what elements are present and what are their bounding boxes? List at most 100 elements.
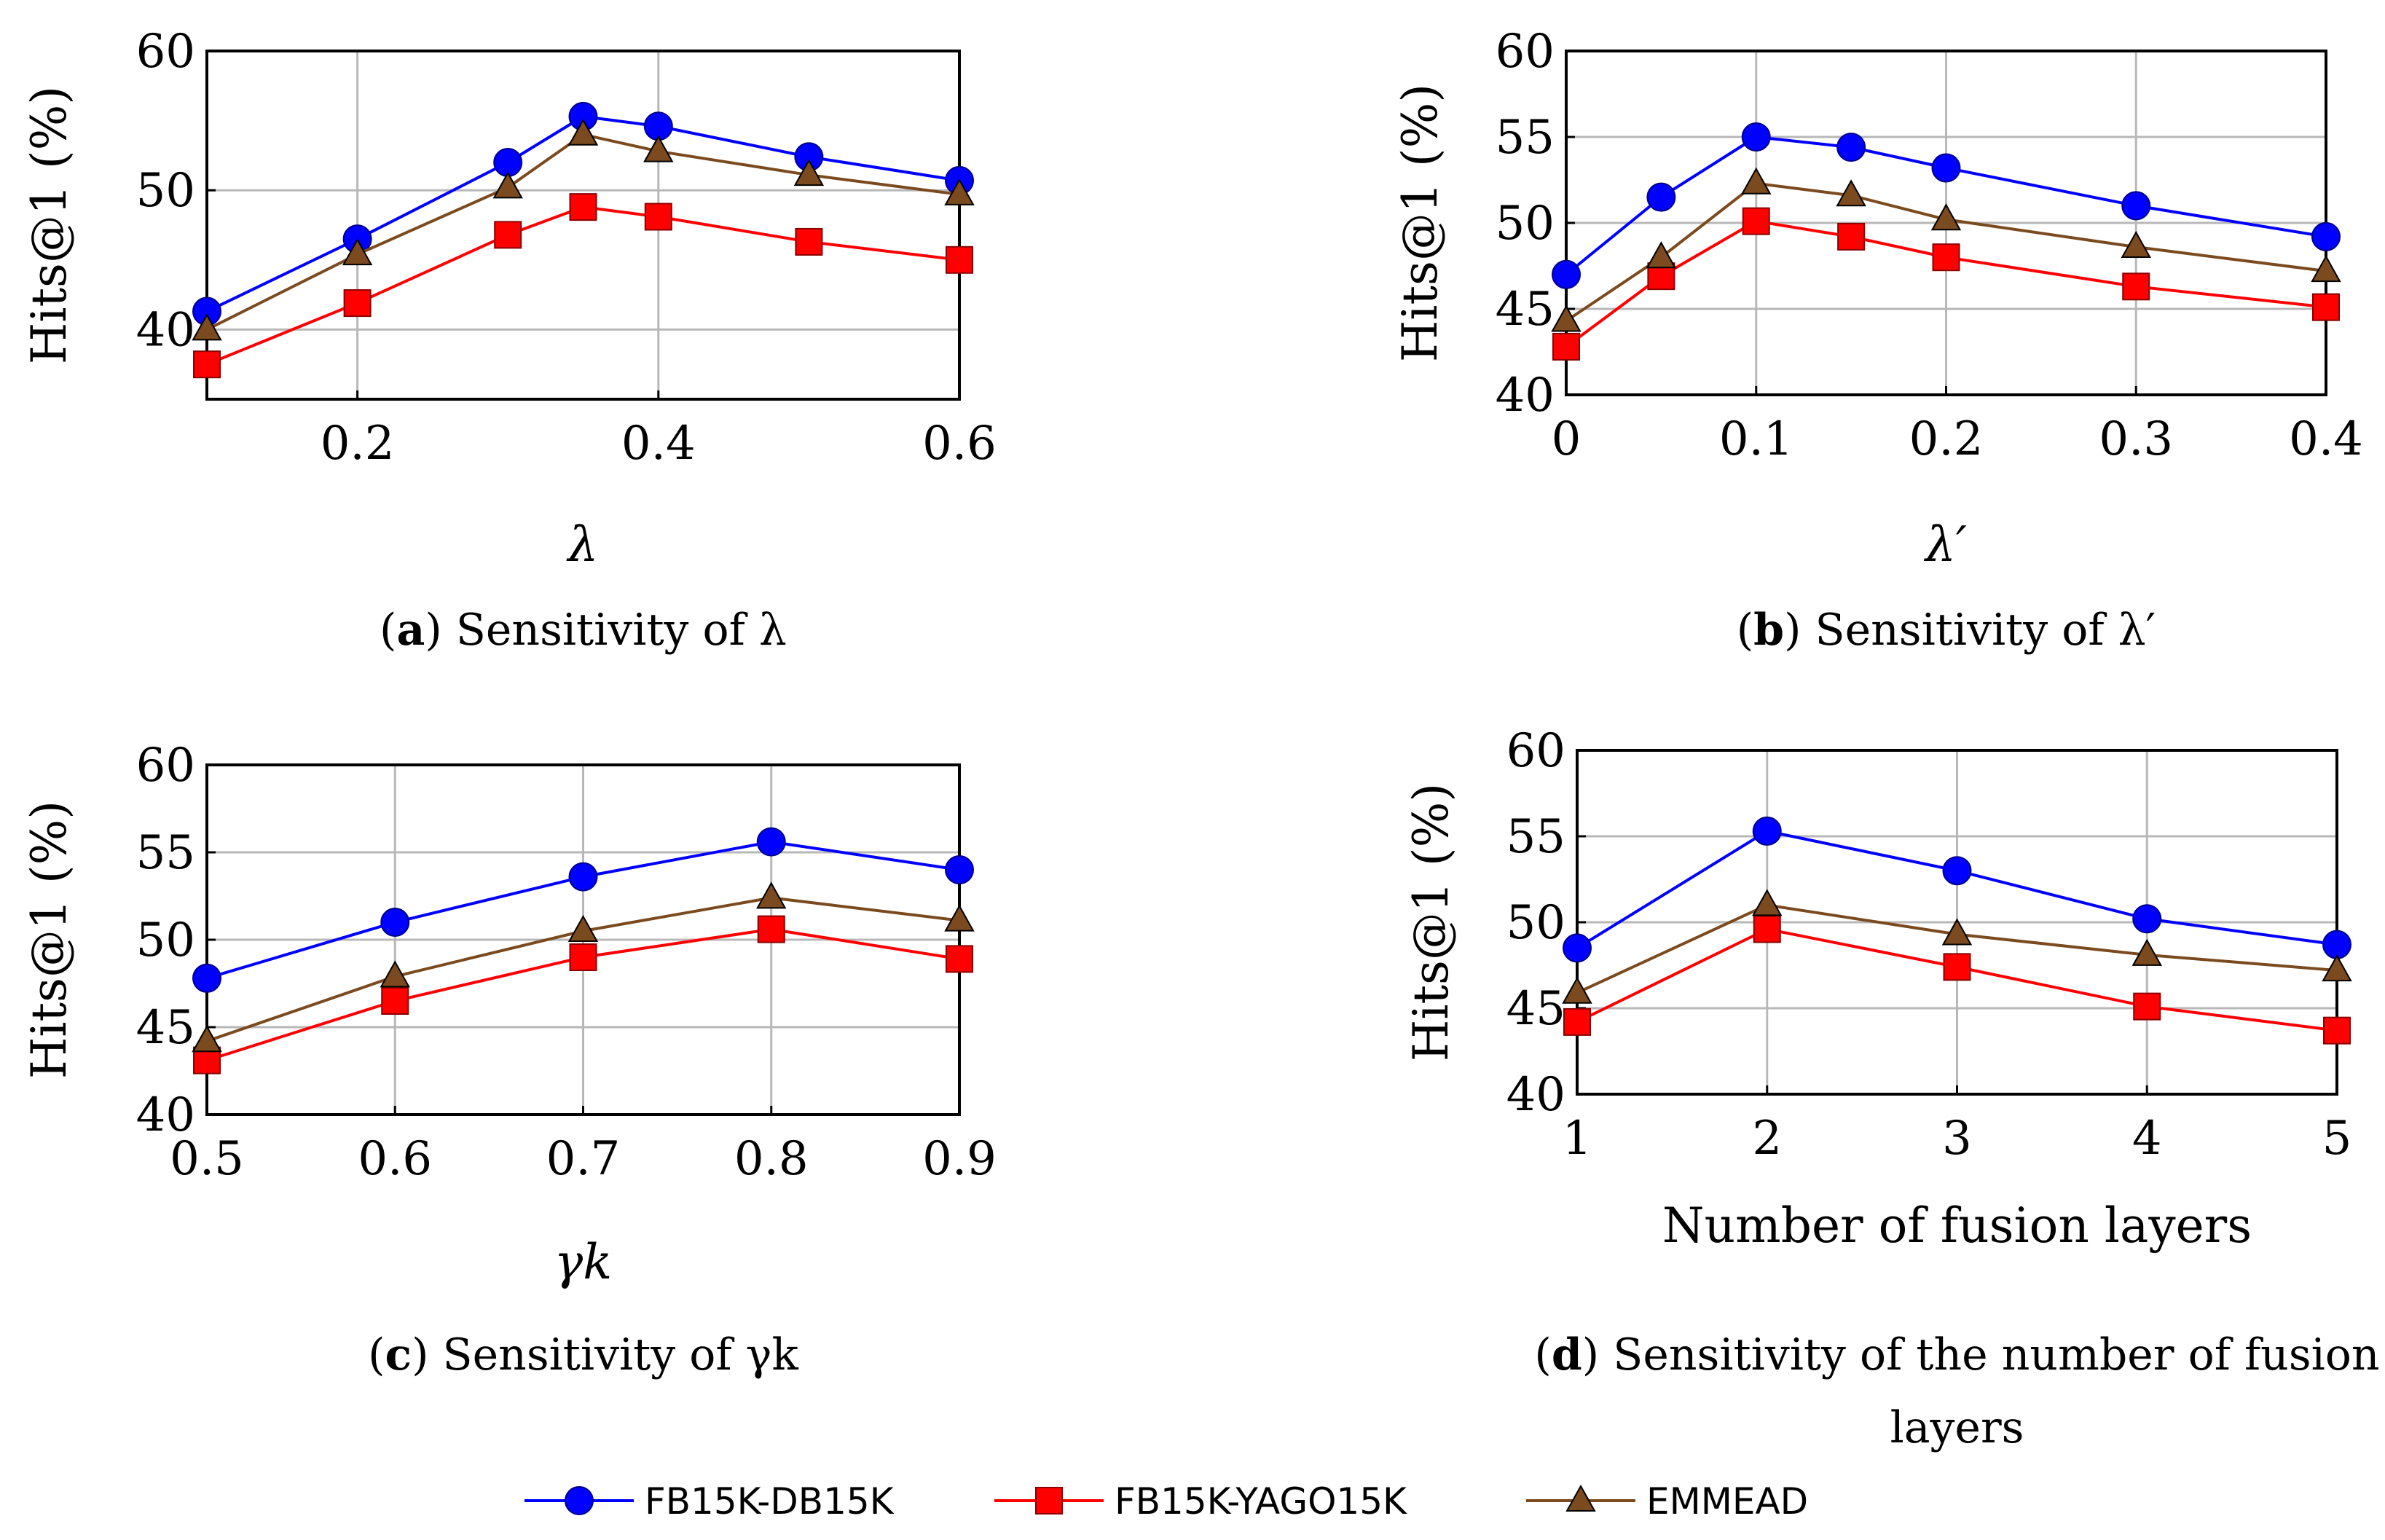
y-tick-label: 50 — [1506, 896, 1565, 950]
emmead-point — [1752, 889, 1783, 916]
chart-c: 0.5 0.6 0.7 0.8 0.9 40 45 50 55 60 Hits@1 (%) γk (c)… — [21, 739, 997, 1380]
emmead-point — [1646, 241, 1677, 269]
y-tick-label: 40 — [1506, 1068, 1565, 1122]
emmead-point — [1562, 976, 1592, 1004]
chart-a: 0.2 0.4 0.6 40 50 60 Hits@1 (%) λ (a) Sensitivit… — [21, 25, 997, 656]
x-axis-label: γk — [554, 1234, 612, 1290]
emmead-point — [1930, 203, 1962, 231]
fb15k-db15k-point — [756, 827, 786, 857]
x-tick-label: 1 — [1563, 1112, 1592, 1166]
x-tick-label: 0.4 — [621, 417, 696, 471]
legend-fb15k-yago15k-point — [1035, 1487, 1063, 1515]
x-tick-label: 0.4 — [2289, 412, 2363, 466]
x-tick-label: 3 — [1942, 1112, 1972, 1166]
fb15k-db15k-point — [945, 855, 974, 884]
fb15k-yago15k-point — [2122, 272, 2150, 301]
emmead-point — [192, 313, 222, 341]
y-tick-label: 45 — [1496, 283, 1555, 337]
fb15k-db15k-point — [192, 963, 221, 993]
emmead-point — [1941, 918, 1973, 946]
plot-frame — [205, 50, 961, 401]
fb15k-yago15k-point — [757, 915, 785, 943]
emmead-point — [793, 159, 825, 186]
y-tick-label: 60 — [1506, 724, 1565, 778]
fb15k-yago15k-point — [193, 350, 221, 379]
legend: FB15K-DB15K FB15K-YAGO15K EMMEAD — [524, 1480, 1808, 1523]
emmead-point — [492, 171, 523, 199]
x-tick-label: 0.6 — [922, 417, 997, 471]
fb15k-yago15k-point — [1753, 915, 1781, 943]
fb15k-yago15k-point — [381, 987, 409, 1015]
fb15k-db15k-point — [1752, 816, 1782, 846]
fb15k-yago15k-point — [343, 289, 372, 318]
y-tick-label: 60 — [136, 739, 195, 793]
fb15k-yago15k-point — [569, 943, 597, 971]
fb15k-db15k-point — [380, 908, 410, 937]
y-tick-label: 60 — [136, 25, 195, 79]
y-tick-label: 40 — [1496, 369, 1555, 423]
x-tick-label: 0.9 — [922, 1132, 997, 1186]
fb15k-db15k-point — [2311, 221, 2341, 251]
series-line-fb15k-yago15k — [206, 205, 960, 366]
fb15k-yago15k-point — [1932, 243, 1960, 272]
emmead-point — [1836, 179, 1866, 207]
legend-item-emmead: EMMEAD — [1526, 1480, 1808, 1523]
fb15k-db15k-point — [2121, 191, 2151, 221]
y-axis-label: Hits@1 (%) — [1403, 783, 1459, 1061]
emmead-point — [2131, 938, 2162, 966]
emmead-point — [944, 178, 975, 205]
emmead-point — [1741, 167, 1772, 195]
fb15k-yago15k-point — [569, 193, 597, 221]
x-tick-label: 0 — [1552, 412, 1582, 466]
fb15k-db15k-point — [1741, 122, 1771, 152]
emmead-point — [2311, 255, 2341, 283]
y-tick-label: 40 — [136, 303, 195, 357]
fb15k-yago15k-point — [1837, 222, 1866, 251]
fb15k-db15k-point — [1836, 133, 1866, 162]
legend-label: FB15K-YAGO15K — [1115, 1480, 1407, 1523]
fb15k-db15k-point — [1646, 182, 1676, 212]
fb15k-yago15k-point — [1563, 1007, 1591, 1036]
x-tick-label: 0.3 — [2099, 412, 2173, 466]
emmead-point — [192, 1025, 222, 1053]
x-axis-label: λ — [566, 516, 599, 573]
fb15k-yago15k-point — [1943, 953, 1971, 981]
x-tick-label: 2 — [1752, 1112, 1782, 1166]
emmead-point — [342, 238, 373, 266]
caption: (b) Sensitivity of λ′ — [1737, 605, 2156, 656]
x-tick-label: 0.8 — [734, 1132, 809, 1186]
emmead-point — [1551, 305, 1582, 332]
y-tick-label: 50 — [136, 164, 195, 218]
x-tick-label: 0.7 — [546, 1132, 621, 1186]
legend-label: EMMEAD — [1646, 1480, 1808, 1523]
y-tick-label: 40 — [136, 1088, 195, 1142]
fb15k-yago15k-point — [1552, 332, 1580, 361]
caption-line-2: layers — [1890, 1402, 2024, 1453]
legend-fb15k-db15k-point — [565, 1486, 594, 1515]
fb15k-yago15k-point — [2312, 293, 2340, 321]
caption: (d) Sensitivity of the number of fusion — [1534, 1329, 2379, 1380]
x-tick-label: 0.2 — [321, 417, 395, 471]
x-axis-label: Number of fusion layers — [1662, 1198, 2252, 1254]
y-axis-label: Hits@1 (%) — [1392, 84, 1448, 362]
y-tick-label: 50 — [136, 914, 195, 967]
fb15k-db15k-point — [1942, 856, 1972, 886]
emmead-point — [380, 960, 410, 988]
emmead-point — [567, 118, 599, 146]
x-tick-label: 0.6 — [358, 1132, 432, 1186]
fb15k-db15k-point — [568, 862, 598, 892]
legend-emmead-point — [1565, 1484, 1596, 1512]
y-tick-label: 45 — [136, 1001, 195, 1055]
fb15k-yago15k-point — [494, 221, 522, 249]
fb15k-db15k-point — [1931, 153, 1961, 183]
fb15k-db15k-point — [2322, 930, 2351, 959]
y-tick-label: 55 — [1496, 111, 1555, 165]
emmead-point — [567, 914, 599, 942]
y-tick-label: 55 — [1506, 810, 1565, 864]
fb15k-db15k-point — [1563, 933, 1592, 963]
y-axis-label: Hits@1 (%) — [21, 801, 77, 1079]
y-tick-label: 55 — [136, 826, 195, 880]
fb15k-yago15k-point — [946, 245, 973, 274]
